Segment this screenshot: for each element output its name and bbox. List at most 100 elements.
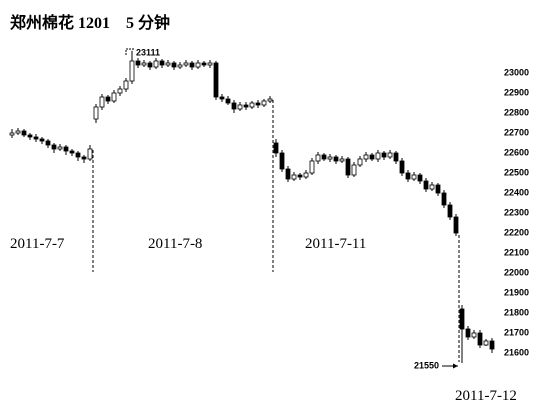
- y-tick-label: 22700: [504, 127, 529, 137]
- candle-body: [471, 332, 477, 338]
- candle-body: [405, 172, 411, 180]
- candle-body: [195, 62, 201, 68]
- candle-body: [15, 130, 21, 134]
- candle-body: [483, 340, 489, 346]
- candle-body: [63, 146, 69, 152]
- candle-body: [177, 64, 183, 68]
- candle-body: [453, 216, 459, 234]
- candle-body: [417, 174, 423, 182]
- candle-body: [9, 132, 15, 136]
- candle-body: [321, 154, 327, 160]
- candle-body: [135, 60, 141, 66]
- candle-body: [369, 154, 375, 160]
- candle-body: [399, 160, 405, 174]
- candle-body: [123, 80, 129, 90]
- candle-body: [105, 96, 111, 102]
- candle-body: [141, 62, 147, 66]
- y-tick-label: 22600: [504, 147, 529, 157]
- candle-body: [81, 156, 87, 160]
- candle-body: [309, 160, 315, 174]
- y-tick-label: 22100: [504, 247, 529, 257]
- annotation: 21550: [414, 360, 439, 370]
- candle-body: [147, 62, 153, 68]
- candle-body: [51, 144, 57, 150]
- y-tick-label: 23000: [504, 67, 529, 77]
- candle-body: [291, 174, 297, 180]
- y-tick-label: 21800: [504, 307, 529, 317]
- candle-body: [357, 158, 363, 166]
- y-tick-label: 22300: [504, 207, 529, 217]
- candle-body: [111, 92, 117, 102]
- candle-body: [261, 100, 267, 106]
- y-tick-label: 22500: [504, 167, 529, 177]
- candle-body: [153, 60, 159, 68]
- candle-body: [387, 152, 393, 158]
- candle-body: [339, 158, 345, 162]
- annotation-arrow: [125, 48, 134, 55]
- candle-body: [477, 332, 483, 346]
- y-tick-label: 22200: [504, 227, 529, 237]
- candle-body: [33, 136, 39, 140]
- candle-body: [213, 62, 219, 98]
- candle-body: [87, 148, 93, 160]
- candle-body: [39, 138, 45, 142]
- candle-body: [225, 98, 231, 104]
- annotation-arrow: [453, 363, 458, 369]
- candle-body: [327, 156, 333, 160]
- candle-body: [183, 62, 189, 66]
- candle-body: [435, 184, 441, 194]
- candle-body: [237, 104, 243, 110]
- candle-body: [117, 88, 123, 94]
- candle-body: [363, 154, 369, 160]
- candle-body: [219, 96, 225, 100]
- candle-body: [381, 152, 387, 158]
- session-label: 2011-7-12: [455, 388, 517, 404]
- candle-body: [231, 102, 237, 110]
- candle-body: [27, 134, 33, 138]
- session-label: 2011-7-11: [305, 236, 366, 252]
- candle-body: [285, 168, 291, 180]
- chart-title: 郑州棉花 1201 5 分钟: [10, 13, 170, 32]
- candle-body: [159, 60, 165, 66]
- candle-body: [69, 150, 75, 154]
- candle-body: [99, 96, 105, 108]
- annotation: 23111: [136, 47, 160, 57]
- session-label: 2011-7-8: [148, 236, 202, 252]
- candle-body: [459, 308, 465, 330]
- candle-body: [315, 154, 321, 162]
- y-tick-label: 21900: [504, 287, 529, 297]
- candle-body: [465, 328, 471, 338]
- y-tick-label: 21700: [504, 327, 529, 337]
- y-tick-label: 22400: [504, 187, 529, 197]
- candle-body: [447, 204, 453, 218]
- candle-body: [165, 62, 171, 66]
- candle-body: [489, 340, 495, 350]
- candle-body: [75, 152, 81, 158]
- candle-body: [255, 102, 261, 106]
- y-tick-label: 21600: [504, 347, 529, 357]
- candle-body: [297, 174, 303, 178]
- candle-body: [375, 152, 381, 160]
- candle-body: [21, 130, 27, 136]
- y-tick-label: 22800: [504, 107, 529, 117]
- candle-body: [333, 156, 339, 162]
- candle-body: [171, 62, 177, 68]
- candle-body: [45, 140, 51, 146]
- candle-body: [243, 104, 249, 108]
- y-tick-label: 22900: [504, 87, 529, 97]
- session-label: 2011-7-7: [10, 236, 65, 252]
- candle-body: [129, 60, 135, 82]
- candle-body: [249, 102, 255, 108]
- candle-body: [279, 152, 285, 170]
- candle-body: [201, 62, 207, 66]
- candle-body: [393, 152, 399, 162]
- candle-body: [411, 174, 417, 180]
- candle-body: [57, 146, 63, 150]
- candle-body: [345, 158, 351, 176]
- candle-body: [189, 62, 195, 68]
- candle-body: [267, 98, 273, 102]
- candle-body: [429, 184, 435, 190]
